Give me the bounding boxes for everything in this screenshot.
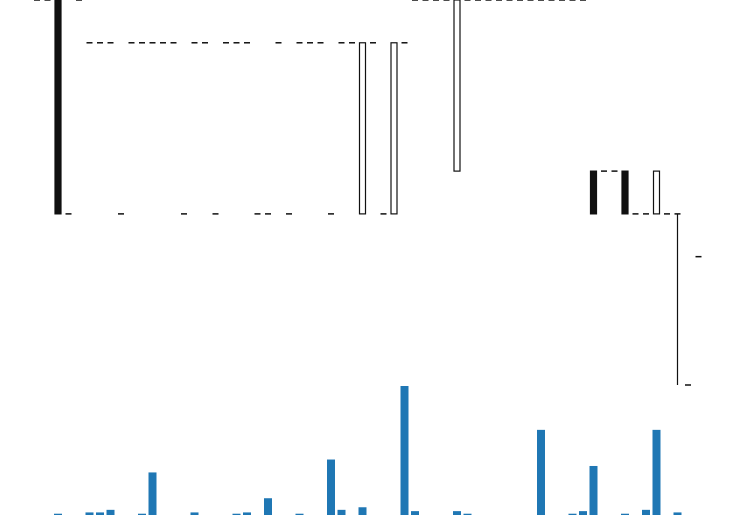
volume-bar [621,513,629,515]
volume-bar [243,512,251,515]
volume-bar [295,513,304,515]
volume-bar [190,512,199,515]
volume-bar [642,509,650,515]
volume-bar [411,511,419,515]
volume-bar [232,513,241,515]
volume-bar [96,512,104,515]
volume-bar [148,472,157,515]
volume-bar [54,513,62,515]
volume-bar [568,513,577,515]
volume-bar [85,512,94,515]
volume-bar [358,507,367,515]
volume-bar [579,511,587,515]
volume-bar [537,429,545,515]
candle-body [54,0,62,215]
candle-body [652,170,661,215]
volume-bar [652,429,661,515]
candle-body [453,0,461,172]
volume-bar [264,498,272,515]
candle-body [358,42,367,215]
candle-body [621,170,629,215]
volume-bar [673,512,682,515]
volume-bar [106,509,115,515]
volume-bar [453,511,461,515]
volume-bar [138,513,146,515]
candle-body [390,42,398,215]
volume-bar [463,513,472,515]
volume-bar [327,459,335,515]
volume-bar [589,465,598,515]
candle-body [589,170,598,215]
volume-bar [400,386,409,515]
volume-bar [337,509,346,515]
